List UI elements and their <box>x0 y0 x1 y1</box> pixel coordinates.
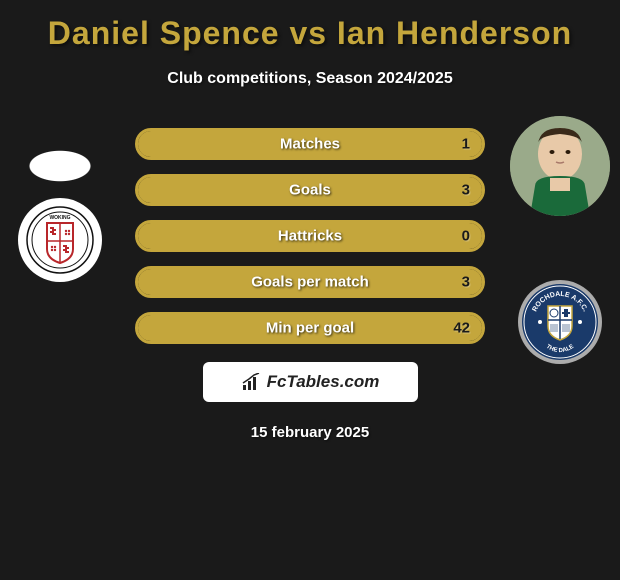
stat-label: Goals per match <box>251 274 369 291</box>
chart-icon <box>241 373 263 391</box>
stat-label: Goals <box>289 182 331 199</box>
subtitle: Club competitions, Season 2024/2025 <box>0 70 620 88</box>
date-text: 15 february 2025 <box>0 424 620 441</box>
stat-row: Hattricks 0 <box>135 220 485 252</box>
stat-label: Min per goal <box>266 320 354 337</box>
fctables-logo: FcTables.com <box>203 362 418 402</box>
stat-label: Matches <box>280 136 340 153</box>
logo-text: FcTables.com <box>267 372 380 392</box>
stat-label: Hattricks <box>278 228 342 245</box>
club-badge-left: WOKING <box>18 198 102 282</box>
stat-row: Goals 3 <box>135 174 485 206</box>
stat-row: Min per goal 42 <box>135 312 485 344</box>
stat-value: 42 <box>453 320 470 337</box>
svg-text:WOKING: WOKING <box>49 215 70 221</box>
club-badge-right: ROCHDALE A.F.C. THE DALE <box>518 280 602 364</box>
stat-row: Matches 1 <box>135 128 485 160</box>
stat-value: 3 <box>462 182 470 199</box>
stats-section: WOKING ROCHDALE A.F.C. <box>0 128 620 344</box>
page-title: Daniel Spence vs Ian Henderson <box>0 15 620 52</box>
player-avatar-right <box>510 116 610 216</box>
stat-value: 0 <box>462 228 470 245</box>
stat-value: 1 <box>462 136 470 153</box>
stat-value: 3 <box>462 274 470 291</box>
stat-row: Goals per match 3 <box>135 266 485 298</box>
